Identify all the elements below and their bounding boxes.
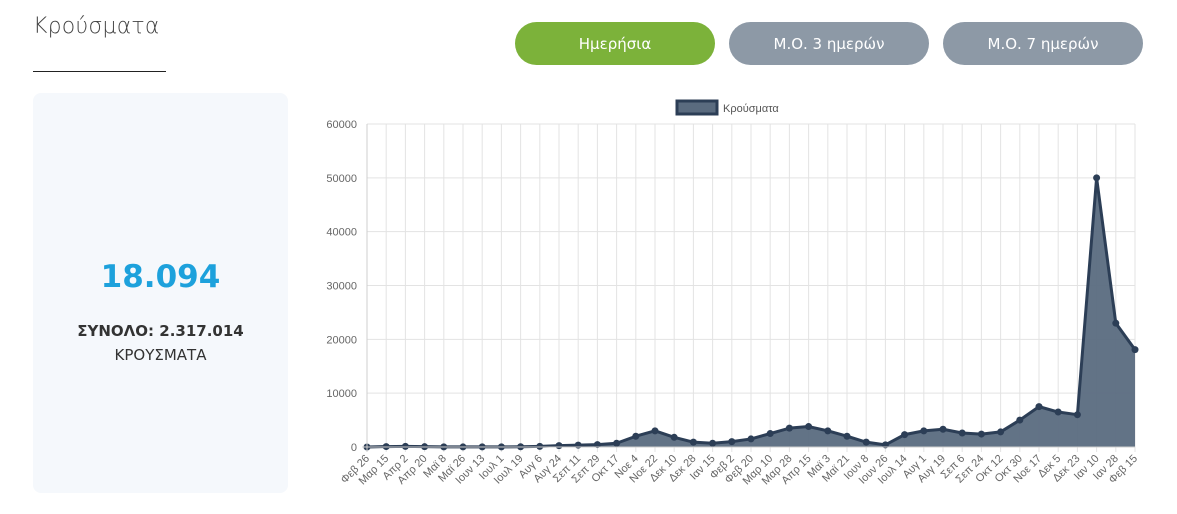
data-point[interactable] (1073, 411, 1081, 419)
data-point[interactable] (1016, 416, 1024, 424)
y-tick-label: 10000 (326, 388, 357, 400)
data-point[interactable] (1035, 403, 1043, 411)
data-point[interactable] (862, 438, 870, 446)
y-tick-label: 30000 (326, 281, 357, 293)
total-cases: ΣΥΝΟΛΟ: 2.317.014 (77, 322, 244, 340)
legend-swatch (675, 99, 719, 116)
data-point[interactable] (709, 439, 717, 447)
data-point[interactable] (1054, 408, 1062, 416)
data-point[interactable] (613, 439, 621, 447)
data-point[interactable] (977, 430, 985, 438)
data-point[interactable] (805, 423, 813, 431)
data-point[interactable] (747, 435, 755, 443)
data-point[interactable] (593, 441, 601, 449)
y-tick-label: 40000 (326, 227, 357, 239)
data-point[interactable] (824, 427, 832, 435)
data-point[interactable] (939, 425, 947, 433)
data-point[interactable] (670, 433, 678, 441)
data-point[interactable] (401, 442, 409, 450)
data-point[interactable] (785, 424, 793, 432)
title-underline (33, 71, 166, 72)
moving-average-3-days-button[interactable]: Μ.Ο. 3 ημερών (729, 22, 929, 65)
daily-button[interactable]: Ημερήσια (515, 22, 715, 65)
daily-cases-value: 18.094 (100, 259, 221, 295)
data-point[interactable] (536, 442, 544, 450)
data-point[interactable] (1131, 346, 1139, 354)
legend-label: Κρούσματα (723, 103, 779, 115)
y-tick-label: 20000 (326, 334, 357, 346)
data-point[interactable] (920, 427, 928, 435)
data-point[interactable] (555, 442, 563, 450)
section-title: Κρούσματα (33, 14, 160, 39)
y-tick-label: 0 (351, 442, 357, 454)
data-point[interactable] (632, 432, 640, 440)
data-point[interactable] (689, 438, 697, 446)
data-point[interactable] (728, 438, 736, 446)
stat-card: 18.094 ΣΥΝΟΛΟ: 2.317.014 ΚΡΟΥΣΜΑΤΑ (33, 93, 288, 493)
series-area (367, 177, 1135, 448)
data-point[interactable] (651, 427, 659, 435)
data-point[interactable] (574, 441, 582, 449)
cases-label: ΚΡΟΥΣΜΑΤΑ (114, 346, 207, 364)
data-point[interactable] (901, 431, 909, 439)
data-point[interactable] (1112, 319, 1120, 327)
y-tick-label: 50000 (326, 173, 357, 185)
data-point[interactable] (766, 430, 774, 438)
data-point[interactable] (1093, 174, 1101, 182)
data-point[interactable] (958, 429, 966, 437)
y-tick-label: 60000 (326, 119, 357, 131)
data-point[interactable] (997, 428, 1005, 436)
data-point[interactable] (843, 432, 851, 440)
moving-average-7-days-button[interactable]: Μ.Ο. 7 ημερών (943, 22, 1143, 65)
